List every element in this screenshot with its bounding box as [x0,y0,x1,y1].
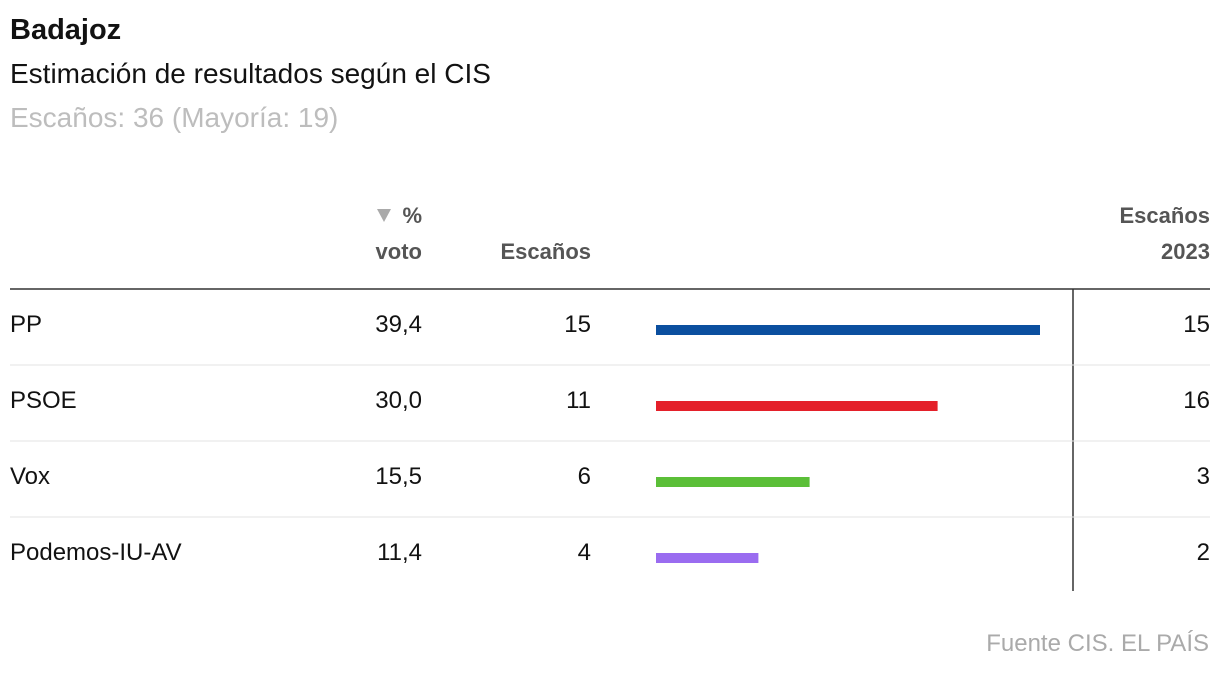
vote: 30,0 [375,387,422,414]
bar [656,553,759,563]
vote: 11,4 [377,539,422,566]
seats: 15 [564,311,591,338]
party: Vox [10,463,51,490]
party: PP [10,311,43,338]
party: PSOE [10,387,77,414]
subtitle: Estimación de resultados según el CIS [10,58,491,89]
column-header: Escaños [500,239,592,264]
title: Badajoz [10,14,122,46]
bar [656,401,938,411]
note: Escaños: 36 (Mayoría: 19) [10,102,339,133]
bar [656,477,810,487]
column-header: % voto [375,203,422,264]
party: Podemos-IU-AV [10,539,182,566]
seats-2023: 16 [1183,387,1210,414]
column-header: Escaños 2023 [1119,203,1211,264]
vote: 39,4 [375,311,422,338]
seats-2023: 3 [1196,463,1210,490]
bar [656,325,1040,335]
source: Fuente CIS. EL PAÍS [986,630,1209,657]
seats-2023: 15 [1183,311,1210,338]
sort-icon [377,209,391,222]
vote: 15,5 [375,463,422,490]
seats-2023: 2 [1196,539,1210,566]
seats: 11 [566,387,591,414]
seats: 6 [577,463,591,490]
seats: 4 [577,539,591,566]
